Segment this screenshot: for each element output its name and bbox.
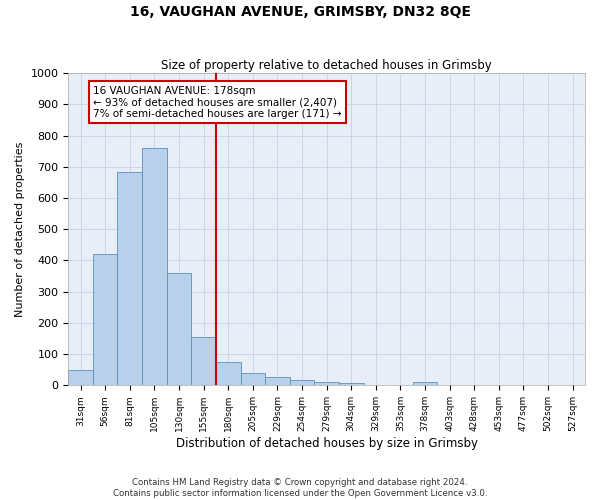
Bar	[290, 380, 314, 386]
Bar	[314, 382, 339, 386]
Bar	[413, 382, 437, 386]
X-axis label: Distribution of detached houses by size in Grimsby: Distribution of detached houses by size …	[176, 437, 478, 450]
Text: Contains HM Land Registry data © Crown copyright and database right 2024.
Contai: Contains HM Land Registry data © Crown c…	[113, 478, 487, 498]
Bar	[142, 148, 167, 386]
Bar	[167, 273, 191, 386]
Bar	[68, 370, 93, 386]
Title: Size of property relative to detached houses in Grimsby: Size of property relative to detached ho…	[161, 59, 492, 72]
Y-axis label: Number of detached properties: Number of detached properties	[15, 142, 25, 317]
Text: 16 VAUGHAN AVENUE: 178sqm
← 93% of detached houses are smaller (2,407)
7% of sem: 16 VAUGHAN AVENUE: 178sqm ← 93% of detac…	[93, 86, 341, 119]
Bar	[191, 337, 216, 386]
Bar	[216, 362, 241, 386]
Bar	[118, 172, 142, 386]
Bar	[265, 377, 290, 386]
Bar	[241, 373, 265, 386]
Text: 16, VAUGHAN AVENUE, GRIMSBY, DN32 8QE: 16, VAUGHAN AVENUE, GRIMSBY, DN32 8QE	[130, 5, 470, 19]
Bar	[93, 254, 118, 386]
Bar	[339, 383, 364, 386]
